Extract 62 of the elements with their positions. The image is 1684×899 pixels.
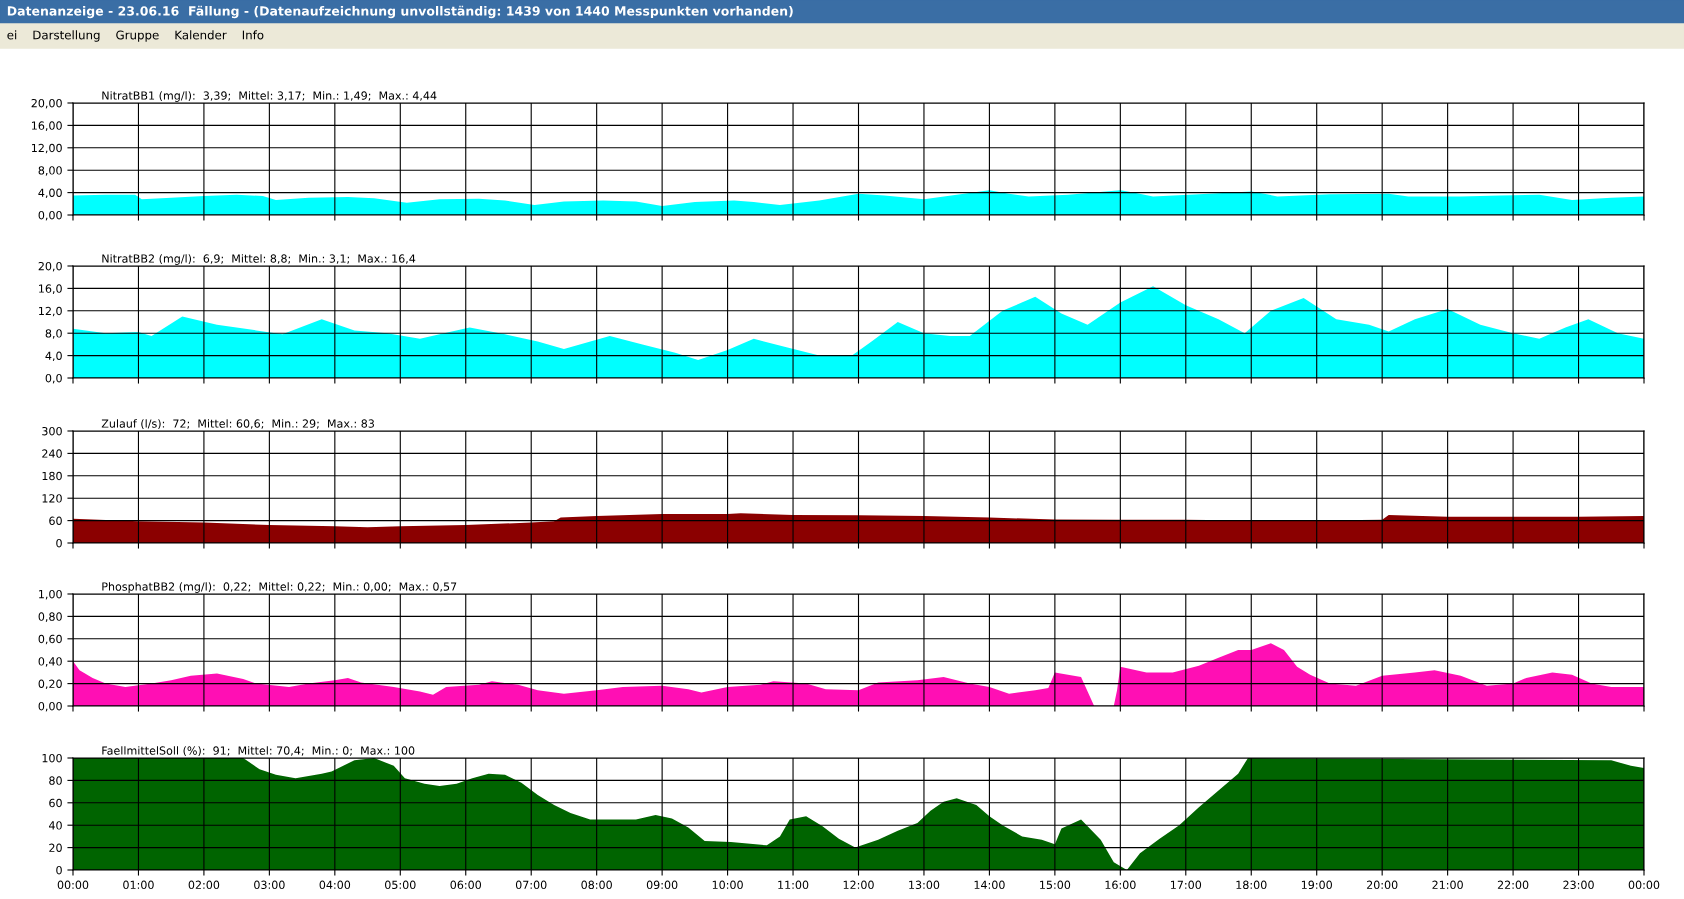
- x-tick-label: 13:00: [909, 880, 940, 890]
- x-tick-label: 10:00: [712, 880, 743, 890]
- y-tick-label: 4,0: [45, 351, 62, 362]
- x-tick-label: 18:00: [1236, 880, 1267, 890]
- y-tick-label: 20,00: [31, 98, 62, 109]
- x-tick-label: 14:00: [974, 880, 1005, 890]
- y-tick-label: 0,40: [38, 657, 62, 667]
- y-tick-label: 0,20: [38, 679, 62, 690]
- y-tick-label: 0,00: [38, 701, 62, 712]
- chart-title: Zulauf (l/s): 72; Mittel: 60,6; Min.: 29; Max.: 83: [101, 419, 374, 430]
- x-tick-label: 15:00: [1040, 880, 1071, 890]
- y-tick-label: 120: [42, 494, 62, 503]
- x-tick-label: 20:00: [1366, 880, 1398, 890]
- x-tick-label: 23:00: [1563, 880, 1594, 890]
- x-tick-label: 08:00: [581, 880, 612, 890]
- y-tick-label: 20: [49, 843, 62, 852]
- y-tick-label: 300: [42, 426, 62, 436]
- x-tick-label: 22:00: [1497, 880, 1529, 890]
- y-tick-label: 40: [48, 821, 62, 830]
- y-tick-label: 8,0: [45, 329, 62, 339]
- y-tick-label: 0: [56, 865, 62, 875]
- x-tick-label: 09:00: [646, 880, 678, 890]
- x-tick-label: 04:00: [319, 880, 351, 890]
- chart-title: FaellmittelSoll (%): 91; Mittel: 70,4; Min.: 0; Max.: 100: [102, 746, 415, 757]
- x-tick-label: 00:00: [57, 880, 89, 890]
- x-tick-label: 21:00: [1432, 880, 1463, 890]
- y-tick-label: 180: [42, 471, 62, 481]
- y-tick-label: 0,0: [45, 373, 62, 384]
- x-tick-label: 11:00: [778, 880, 809, 890]
- y-tick-label: 4,00: [38, 188, 62, 199]
- y-tick-label: 60: [49, 798, 62, 808]
- x-tick-label: 17:00: [1171, 880, 1202, 890]
- y-tick-label: 16,00: [31, 121, 62, 131]
- text: ei Darstellung Gruppe Kalender Info: [7, 30, 264, 42]
- x-tick-label: 00:00: [1628, 880, 1660, 890]
- y-tick-label: 80: [49, 776, 62, 785]
- x-tick-label: 05:00: [385, 880, 416, 890]
- y-tick-label: 1,00: [39, 589, 62, 600]
- y-tick-label: 0,80: [38, 612, 62, 622]
- y-tick-label: 0,00: [38, 210, 62, 221]
- y-tick-label: 20,0: [38, 261, 62, 272]
- y-tick-label: 100: [42, 753, 62, 763]
- chart-title: NitratBB2 (mg/l): 6,9; Mittel: 8,8; Min.: 3,1; Max.: 16,4: [102, 254, 416, 265]
- y-tick-label: 0: [56, 538, 62, 548]
- x-tick-label: 07:00: [515, 880, 547, 890]
- x-tick-label: 12:00: [843, 880, 874, 890]
- x-tick-label: 01:00: [123, 880, 154, 890]
- y-tick-label: 8,00: [38, 166, 62, 176]
- x-tick-label: 06:00: [450, 880, 482, 890]
- chart-title: PhosphatBB2 (mg/l): 0,22; Mittel: 0,22; Min.: 0,00; Max.: 0,57: [102, 582, 457, 593]
- y-tick-label: 12,00: [31, 143, 62, 154]
- y-tick-label: 12,0: [39, 306, 62, 317]
- text: Datenanzeige - 23.06.16 Fällung - (Datenaufzeichnung unvollständig: 1439 von 1440 Messpunkten vorhanden): [7, 5, 793, 19]
- x-tick-label: 19:00: [1301, 880, 1332, 890]
- y-tick-label: 240: [42, 449, 62, 458]
- chart-title: NitratBB1 (mg/l): 3,39; Mittel: 3,17; Min.: 1,49; Max.: 4,44: [102, 91, 437, 102]
- x-tick-label: 02:00: [188, 880, 220, 890]
- y-tick-label: 16,0: [39, 284, 62, 294]
- x-tick-label: 03:00: [254, 880, 285, 890]
- x-tick-label: 16:00: [1105, 880, 1136, 890]
- y-tick-label: 0,60: [38, 634, 62, 645]
- y-tick-label: 60: [49, 516, 62, 525]
